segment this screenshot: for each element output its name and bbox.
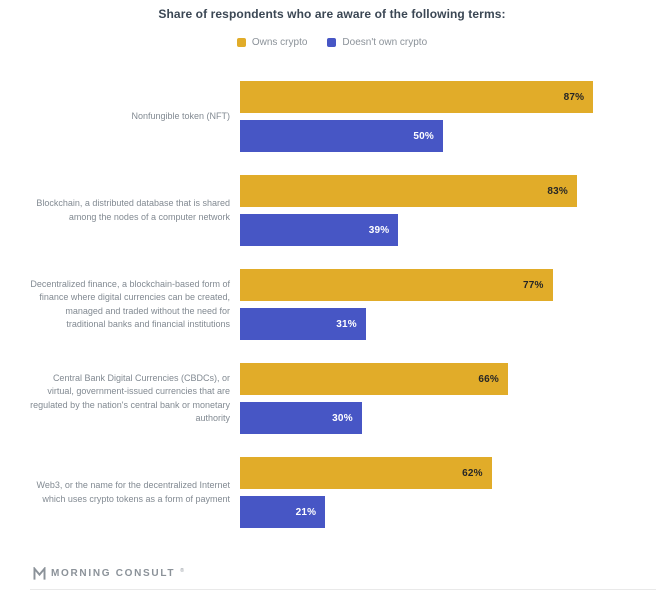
bar-group-web3: Web3, or the name for the decentralized … — [25, 457, 664, 528]
bar-chart: Nonfungible token (NFT) 87% 50% Blockcha… — [0, 81, 664, 528]
bar-value-label: 77% — [522, 279, 544, 291]
bar-owns-crypto: 77% — [240, 269, 553, 301]
bar-doesnt-own-crypto: 50% — [240, 120, 443, 152]
trademark-mark: ® — [180, 568, 184, 574]
bar-value-label: 66% — [478, 373, 499, 385]
bottom-divider — [30, 589, 656, 590]
brand-name: MORNING CONSULT — [51, 568, 176, 579]
bar-group-cbdc: Central Bank Digital Currencies (CBDCs),… — [25, 363, 664, 434]
bar-doesnt-own-crypto: 30% — [240, 402, 362, 434]
legend-item-owns-crypto: Owns crypto — [236, 37, 308, 48]
bar-value-label: 30% — [332, 412, 353, 424]
bar-value-label: 87% — [563, 91, 585, 103]
bar-value-label: 83% — [547, 185, 568, 197]
category-label: Nonfungible token (NFT) — [131, 110, 230, 121]
bar-value-label: 21% — [295, 506, 317, 518]
legend-swatch-owns-crypto-icon — [236, 38, 246, 47]
legend-label-owns-crypto: Owns crypto — [251, 37, 308, 48]
bar-group-nft: Nonfungible token (NFT) 87% 50% — [25, 81, 664, 152]
bar-owns-crypto: 66% — [240, 363, 508, 395]
legend-label-doesnt-own-crypto: Doesn't own crypto — [342, 37, 428, 48]
bar-value-label: 62% — [462, 467, 483, 479]
footer: MORNING CONSULT ® — [33, 567, 664, 580]
bar-doesnt-own-crypto: 21% — [240, 496, 326, 528]
morning-consult-logo-icon — [33, 567, 46, 580]
legend-swatch-doesnt-own-crypto-icon — [327, 38, 337, 47]
bar-value-label: 50% — [413, 130, 434, 142]
chart-title: Share of respondents who are aware of th… — [158, 7, 506, 21]
bar-doesnt-own-crypto: 39% — [240, 214, 399, 246]
bar-owns-crypto: 83% — [240, 175, 577, 207]
chart-legend: Owns crypto Doesn't own crypto — [0, 37, 664, 48]
bar-value-label: 39% — [368, 224, 390, 236]
category-label: Central Bank Digital Currencies (CBDCs),… — [30, 372, 230, 424]
bar-group-blockchain: Blockchain, a distributed database that … — [25, 175, 664, 246]
category-label: Decentralized finance, a blockchain-base… — [30, 278, 230, 330]
bar-group-defi: Decentralized finance, a blockchain-base… — [25, 269, 664, 340]
legend-item-doesnt-own-crypto: Doesn't own crypto — [327, 37, 427, 48]
bar-value-label: 31% — [336, 318, 357, 330]
bar-doesnt-own-crypto: 31% — [240, 308, 366, 340]
category-label: Web3, or the name for the decentralized … — [36, 480, 230, 504]
bar-owns-crypto: 62% — [240, 457, 492, 489]
category-label: Blockchain, a distributed database that … — [36, 198, 230, 222]
bar-owns-crypto: 87% — [240, 81, 594, 113]
